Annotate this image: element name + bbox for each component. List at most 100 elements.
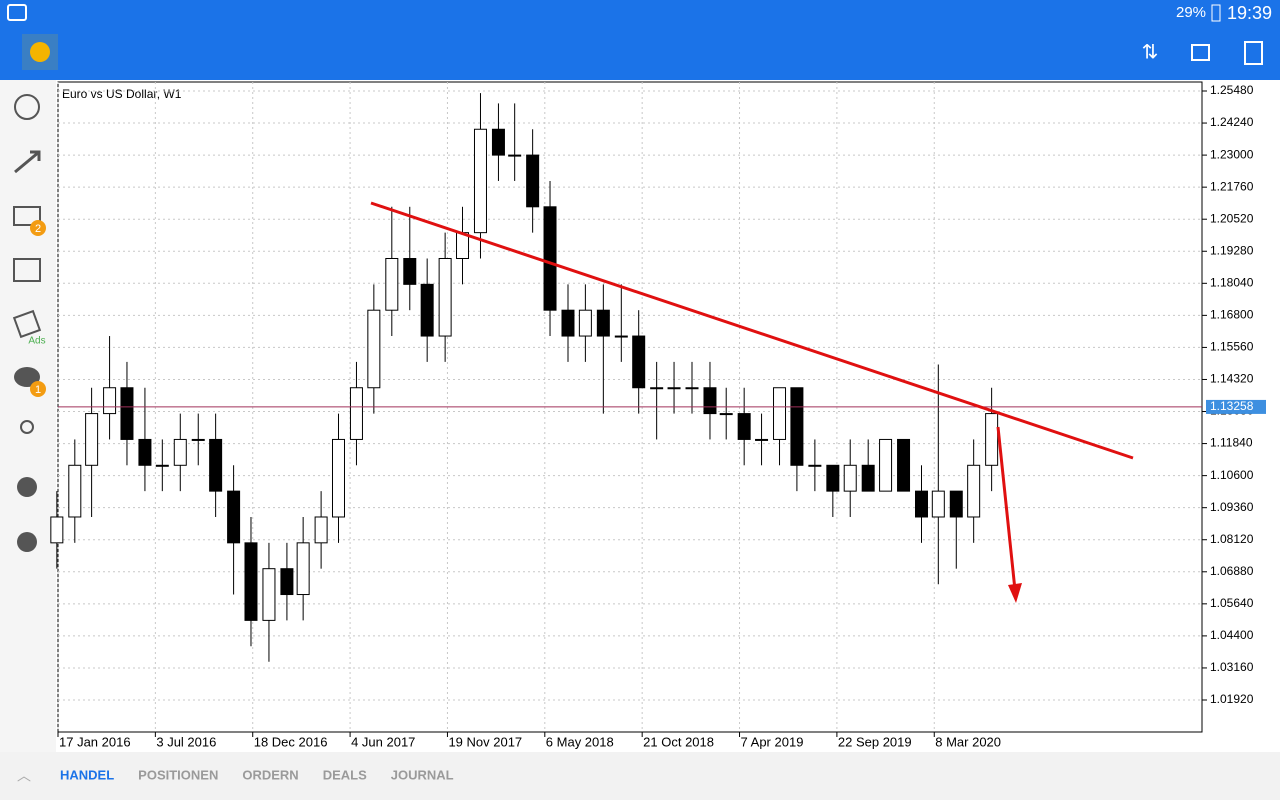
candle-body <box>703 387 717 415</box>
tab[interactable]: POSITIONEN <box>138 767 218 782</box>
x-tick-label: 17 Jan 2016 <box>59 734 131 749</box>
mql5-icon[interactable] <box>17 532 37 552</box>
x-tick-label: 21 Oct 2018 <box>643 734 714 749</box>
chat-badge-bg <box>30 381 46 397</box>
candle-body <box>508 154 522 157</box>
candle-body <box>826 464 840 492</box>
x-tick-label: 7 Apr 2019 <box>741 734 804 749</box>
tab[interactable]: JOURNAL <box>391 767 454 782</box>
candle-body <box>985 413 999 466</box>
candle-body <box>879 438 893 492</box>
candle-body <box>438 257 452 337</box>
y-tick-label: 1.16800 <box>1210 308 1254 322</box>
candle-body <box>120 387 134 440</box>
x-tick-label: 19 Nov 2017 <box>448 734 522 749</box>
candle-body <box>103 387 117 415</box>
candle-body <box>367 309 381 389</box>
sidebar <box>0 80 56 752</box>
y-tick-label: 1.08120 <box>1210 532 1254 546</box>
y-tick-label: 1.19280 <box>1210 243 1254 257</box>
candle-body <box>614 335 628 338</box>
candle-body <box>385 257 399 311</box>
quotes-icon[interactable] <box>14 94 40 120</box>
trade-icon[interactable]: ⇅ <box>1142 41 1159 63</box>
community-icon[interactable] <box>20 420 34 434</box>
ads-icon[interactable] <box>12 309 42 339</box>
candle-body <box>897 438 911 492</box>
y-tick-label: 1.10600 <box>1210 468 1254 482</box>
tab-bar <box>0 752 1280 800</box>
x-tick-label: 3 Jul 2016 <box>156 734 216 749</box>
x-tick-label: 8 Mar 2020 <box>935 734 1001 749</box>
candle-body <box>331 438 345 518</box>
candle-body <box>843 464 857 492</box>
y-tick-label: 1.24240 <box>1210 115 1254 129</box>
new-chart-icon[interactable] <box>1244 41 1263 65</box>
candle-body <box>50 516 64 544</box>
candle-body <box>596 309 610 337</box>
settings-icon[interactable] <box>17 477 37 497</box>
candle-body <box>68 464 82 518</box>
candle-body <box>155 464 169 467</box>
candle-body <box>561 309 575 337</box>
chart-title: Euro vs US Dollar, W1 <box>62 87 182 101</box>
candle-body <box>543 206 557 311</box>
mail-icon[interactable] <box>13 206 41 226</box>
tab[interactable]: HANDEL <box>60 767 114 782</box>
candle-body <box>280 568 294 596</box>
candle-body <box>227 490 241 544</box>
candle-body <box>915 490 929 518</box>
tabs: HANDEL POSITIONEN ORDERN DEALS JOURNAL <box>60 767 454 782</box>
candle-body <box>949 490 963 518</box>
price-tag <box>1206 399 1266 414</box>
candle-body <box>173 438 187 466</box>
arrow-head <box>1008 583 1022 603</box>
news-icon[interactable] <box>13 258 41 282</box>
x-tick-label: 6 May 2018 <box>546 734 614 749</box>
candle-body <box>578 309 592 337</box>
collapse-icon[interactable]: ︿ <box>17 768 31 784</box>
candle-body <box>773 387 787 440</box>
candle-body <box>861 464 875 492</box>
y-tick-label: 1.15560 <box>1210 340 1254 354</box>
candle-body <box>685 387 699 390</box>
chat-badge: 1 <box>35 384 41 396</box>
y-tick-label: 1.23000 <box>1210 147 1254 161</box>
candle-body <box>262 568 276 621</box>
candle-body <box>244 542 258 621</box>
candle-body <box>967 464 981 518</box>
y-tick-label: 1.18040 <box>1210 275 1254 289</box>
tab[interactable]: DEALS <box>323 767 367 782</box>
candle-body <box>650 387 664 390</box>
arrow-shaft <box>996 426 1017 591</box>
y-tick-label: 1.14320 <box>1210 372 1254 386</box>
y-tick-label: 1.01920 <box>1210 692 1254 706</box>
candle-body <box>755 438 769 441</box>
candle-body <box>138 438 152 466</box>
mail-badge: 2 <box>35 223 41 235</box>
chat-icon[interactable] <box>14 367 40 387</box>
mail-badge-bg <box>30 220 46 236</box>
candle-body <box>209 438 223 492</box>
windows-icon[interactable] <box>1191 44 1210 61</box>
candle-body <box>790 387 804 466</box>
battery-icon <box>1211 4 1221 22</box>
trade-nav-icon[interactable] <box>14 150 41 174</box>
price-label: 1.13258 <box>1210 399 1254 413</box>
x-tick-label: 18 Dec 2016 <box>254 734 328 749</box>
candle-body <box>403 257 417 285</box>
y-tick-label: 1.06880 <box>1210 564 1254 578</box>
top-bar <box>0 0 1280 80</box>
candle-body <box>85 413 99 466</box>
y-tick-label: 1.20520 <box>1210 211 1254 225</box>
y-tick-label: 1.05640 <box>1210 596 1254 610</box>
candle-body <box>191 438 205 441</box>
candle-body <box>737 413 751 440</box>
x-tick-label: 4 Jun 2017 <box>351 734 415 749</box>
candle-body <box>296 542 310 596</box>
tab[interactable]: ORDERN <box>242 767 298 782</box>
candle-body <box>349 387 363 440</box>
candle-body <box>808 464 822 467</box>
ads-label: Ads <box>28 336 45 347</box>
